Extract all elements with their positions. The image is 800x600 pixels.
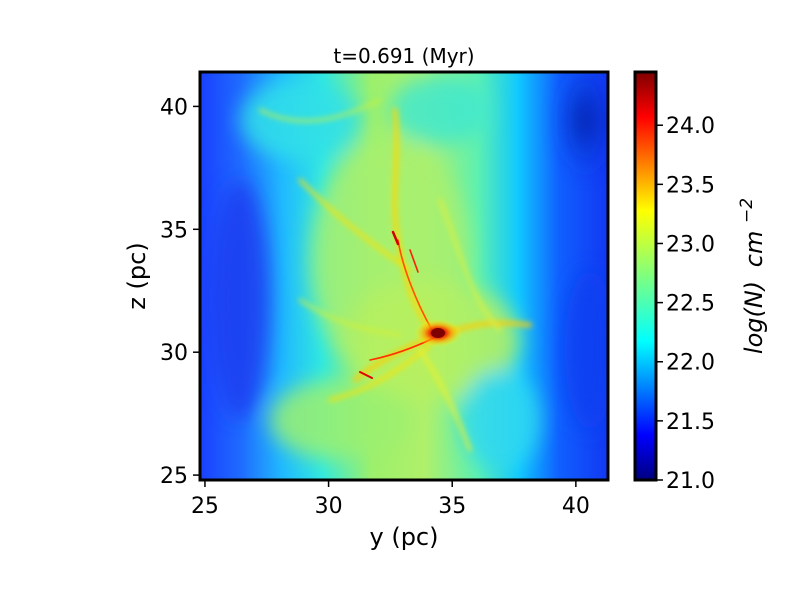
y-axis-label: z (pc) <box>123 242 151 309</box>
x-tick-label: 25 <box>191 494 219 519</box>
colorbar <box>633 70 658 482</box>
y-axis: 25 30 35 40 <box>160 95 200 489</box>
y-tick-label: 25 <box>160 464 188 489</box>
plot-frame <box>198 70 610 482</box>
colorbar-tick-label: 23.0 <box>666 232 715 257</box>
y-tick-label: 40 <box>160 95 188 120</box>
colorbar-label-main: log(N) <box>740 281 768 354</box>
x-axis-label: y (pc) <box>370 523 439 551</box>
x-tick-label: 40 <box>562 494 590 519</box>
chart-title: t=0.691 (Myr) <box>333 44 474 68</box>
colorbar-tick-label: 23.5 <box>666 173 715 198</box>
colorbar-axis: 21.0 21.5 22.0 22.5 23.0 23.5 24.0 <box>656 114 715 494</box>
colorbar-label-exp: −2 <box>737 198 757 223</box>
density-heatmap <box>200 72 608 480</box>
colorbar-label-unit: cm <box>740 231 768 268</box>
y-tick-label: 35 <box>160 218 188 243</box>
colorbar-tick-label: 24.0 <box>666 114 715 139</box>
y-tick-label: 30 <box>160 341 188 366</box>
colorbar-label: log(N) cm −2 <box>737 198 768 354</box>
x-tick-label: 30 <box>315 494 343 519</box>
colorbar-tick-label: 22.5 <box>666 292 715 317</box>
colorbar-tick-label: 21.0 <box>666 469 715 494</box>
x-axis: 25 30 35 40 <box>191 480 590 519</box>
colorbar-tick-label: 22.0 <box>666 351 715 376</box>
x-tick-label: 35 <box>438 494 466 519</box>
colorbar-tick-label: 21.5 <box>666 410 715 435</box>
